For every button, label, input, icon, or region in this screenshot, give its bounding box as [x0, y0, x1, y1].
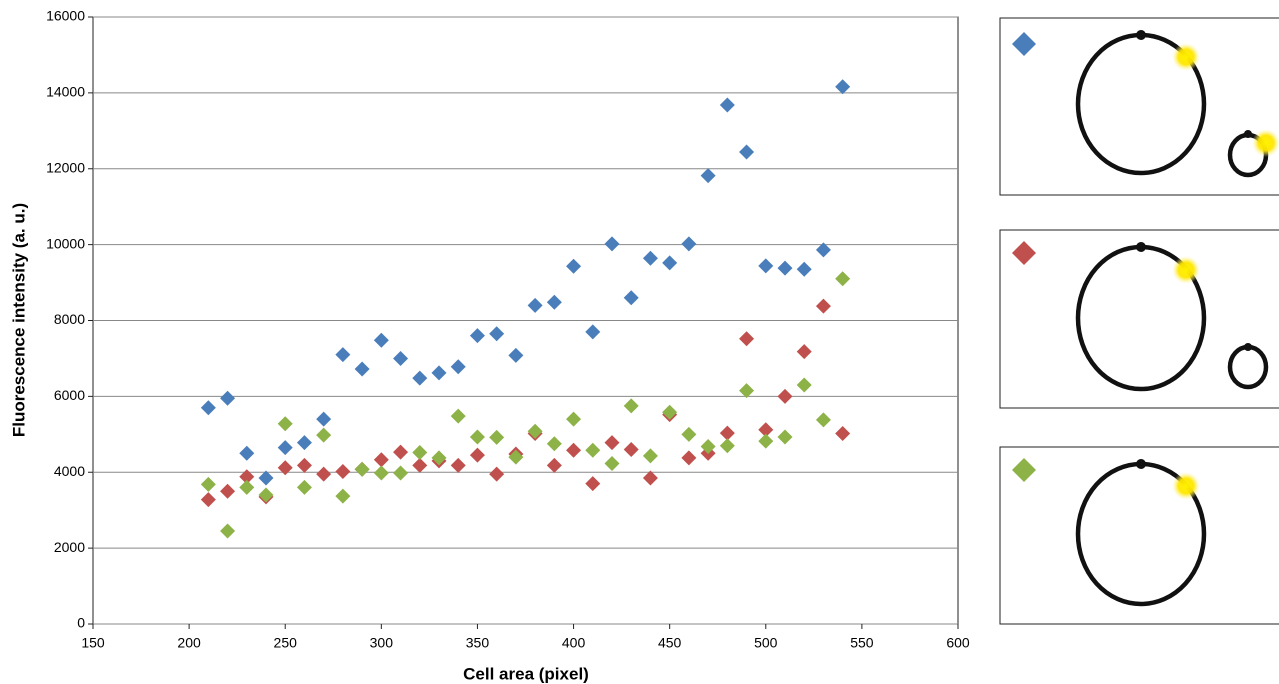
cell-dot [1136, 30, 1146, 40]
fluorescent-spot [1172, 43, 1200, 71]
y-tick-label: 16000 [46, 8, 85, 24]
y-tick-label: 12000 [46, 159, 85, 175]
legend-panels [1000, 18, 1279, 624]
cell-dot [1136, 459, 1146, 469]
y-tick-label: 10000 [46, 235, 85, 251]
y-tick-label: 6000 [54, 387, 85, 403]
chart: Cell area (pixel) Fluorescence intensity… [0, 0, 1279, 684]
legend-panel [1000, 447, 1279, 624]
y-tick-label: 14000 [46, 84, 85, 100]
x-tick-label: 400 [562, 635, 586, 651]
y-tick-label: 0 [77, 615, 85, 631]
x-axis-title: Cell area (pixel) [463, 664, 589, 683]
x-tick-label: 450 [658, 635, 682, 651]
x-tick-label: 350 [466, 635, 490, 651]
cell-dot [1244, 130, 1252, 138]
y-tick-label: 2000 [54, 539, 85, 555]
fluorescent-spot [1252, 129, 1279, 157]
x-tick-label: 200 [177, 635, 201, 651]
y-axis-title: Fluorescence intensity (a. u.) [9, 203, 28, 437]
x-tick-label: 550 [850, 635, 874, 651]
x-tick-label: 250 [274, 635, 298, 651]
x-tick-label: 500 [754, 635, 778, 651]
x-tick-label: 600 [946, 635, 970, 651]
x-tick-label: 300 [370, 635, 394, 651]
y-tick-label: 4000 [54, 463, 85, 479]
cell-dot [1136, 242, 1146, 252]
y-tick-label: 8000 [54, 311, 85, 327]
x-tick-label: 150 [81, 635, 105, 651]
cell-dot [1244, 343, 1252, 351]
fluorescent-spot [1172, 472, 1200, 500]
fluorescent-spot [1172, 256, 1200, 284]
